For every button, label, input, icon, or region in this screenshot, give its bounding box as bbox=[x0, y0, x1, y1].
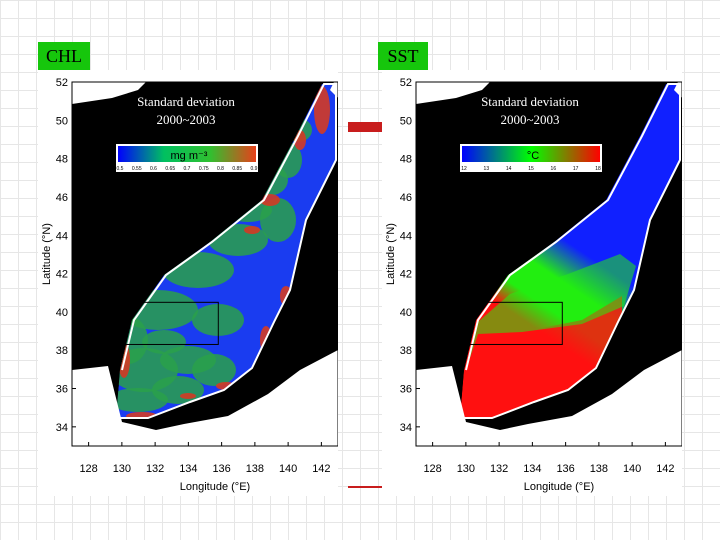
colorbar-tick-label: 17 bbox=[573, 166, 579, 172]
lon-tick-label: 132 bbox=[490, 463, 508, 475]
map-title-line1: Standard deviation bbox=[137, 94, 235, 109]
lat-tick-label: 46 bbox=[56, 192, 68, 204]
y-axis-label: Latitude (°N) bbox=[41, 223, 53, 285]
lat-tick-label: 34 bbox=[400, 422, 412, 434]
lon-tick-label: 142 bbox=[656, 463, 674, 475]
colorbar-tick-label: 12 bbox=[461, 166, 467, 172]
colorbar-tick-label: 0.75 bbox=[199, 166, 209, 172]
no-data-region bbox=[330, 82, 338, 98]
coastline bbox=[460, 83, 681, 419]
axis-frame bbox=[415, 81, 682, 447]
colorbar-tick-label: 0.7 bbox=[184, 166, 191, 172]
lat-tick-label: 38 bbox=[56, 345, 68, 357]
axis-frame bbox=[71, 81, 338, 447]
chl-map-panel: 34 36 38 40 42 44 46 48 50 52 128 130 132 134 136 138 14… bbox=[38, 70, 338, 496]
colorbar-tick-label: 0.65 bbox=[165, 166, 175, 172]
colorbar-tick-label: 14 bbox=[506, 166, 512, 172]
colorbar-tick-label: 0.9 bbox=[251, 166, 258, 172]
map-title-line2: 2000~2003 bbox=[500, 112, 559, 127]
lat-tick-label: 36 bbox=[400, 384, 412, 396]
study-box bbox=[124, 301, 219, 345]
colorbar-tick-label: 13 bbox=[484, 166, 490, 172]
colorbar-unit: mg m⁻³ bbox=[171, 150, 208, 162]
chl-map-figure: 34 36 38 40 42 44 46 48 50 52 128 130 132 134 136 138 14… bbox=[41, 77, 338, 493]
lat-tick-label: 46 bbox=[400, 192, 412, 204]
no-data-region bbox=[416, 82, 490, 104]
lat-tick-label: 52 bbox=[56, 77, 68, 89]
lat-tick-label: 48 bbox=[400, 154, 412, 166]
map-title-line2: 2000~2003 bbox=[156, 112, 215, 127]
no-data-region bbox=[72, 82, 146, 104]
sst-map-figure: 34 36 38 40 42 44 46 48 50 52 128 130 132 134 136 138 14… bbox=[385, 77, 682, 493]
lon-tick-label: 136 bbox=[212, 463, 230, 475]
lon-tick-label: 132 bbox=[146, 463, 164, 475]
lat-tick-label: 34 bbox=[56, 422, 68, 434]
sst-label: SST bbox=[378, 42, 428, 70]
study-box bbox=[468, 301, 563, 345]
lat-tick-label: 38 bbox=[400, 345, 412, 357]
colorbar-tick-label: 0.55 bbox=[132, 166, 142, 172]
lon-tick-label: 128 bbox=[79, 463, 97, 475]
colorbar-tick-label: 0.85 bbox=[232, 166, 242, 172]
no-data-region bbox=[416, 350, 682, 446]
lat-tick-label: 42 bbox=[56, 269, 68, 281]
lon-tick-label: 134 bbox=[523, 463, 541, 475]
lon-tick-label: 130 bbox=[457, 463, 475, 475]
x-axis-label: Longitude (°E) bbox=[524, 481, 594, 493]
lon-tick-label: 128 bbox=[423, 463, 441, 475]
colorbar-gradient bbox=[462, 146, 600, 162]
lon-tick-label: 130 bbox=[113, 463, 131, 475]
decor-red-bar bbox=[348, 122, 382, 132]
sst-map-panel: 34 36 38 40 42 44 46 48 50 52 128 130 132 134 136 138 14… bbox=[382, 70, 682, 496]
colorbar-tick-label: 0.8 bbox=[217, 166, 224, 172]
decor-red-line bbox=[348, 486, 382, 488]
colorbar-tick-label: 18 bbox=[595, 166, 601, 172]
lon-tick-label: 142 bbox=[312, 463, 330, 475]
lat-tick-label: 42 bbox=[400, 269, 412, 281]
coastline bbox=[116, 83, 337, 419]
y-axis-label: Latitude (°N) bbox=[385, 223, 397, 285]
lat-tick-label: 50 bbox=[400, 115, 412, 127]
lat-tick-label: 40 bbox=[56, 307, 68, 319]
no-data-region bbox=[72, 350, 338, 446]
x-axis-label: Longitude (°E) bbox=[180, 481, 250, 493]
colorbar-tick-label: 0.6 bbox=[150, 166, 157, 172]
lon-tick-label: 138 bbox=[246, 463, 264, 475]
lat-tick-label: 44 bbox=[56, 230, 68, 242]
chl-label: CHL bbox=[38, 42, 90, 70]
lat-tick-label: 50 bbox=[56, 115, 68, 127]
lon-tick-label: 138 bbox=[590, 463, 608, 475]
lat-tick-label: 44 bbox=[400, 230, 412, 242]
colorbar-tick-label: 0.5 bbox=[117, 166, 124, 172]
colorbar-tick-label: 16 bbox=[551, 166, 557, 172]
no-data-region bbox=[674, 82, 682, 98]
lon-tick-label: 140 bbox=[279, 463, 297, 475]
colorbar-gradient bbox=[118, 146, 256, 162]
map-title-line1: Standard deviation bbox=[481, 94, 579, 109]
colorbar-unit: °C bbox=[527, 150, 539, 162]
colorbar-tick-label: 15 bbox=[528, 166, 534, 172]
lat-tick-label: 48 bbox=[56, 154, 68, 166]
lon-tick-label: 134 bbox=[179, 463, 197, 475]
lat-tick-label: 36 bbox=[56, 384, 68, 396]
lat-tick-label: 40 bbox=[400, 307, 412, 319]
lon-tick-label: 140 bbox=[623, 463, 641, 475]
lon-tick-label: 136 bbox=[556, 463, 574, 475]
lat-tick-label: 52 bbox=[400, 77, 412, 89]
